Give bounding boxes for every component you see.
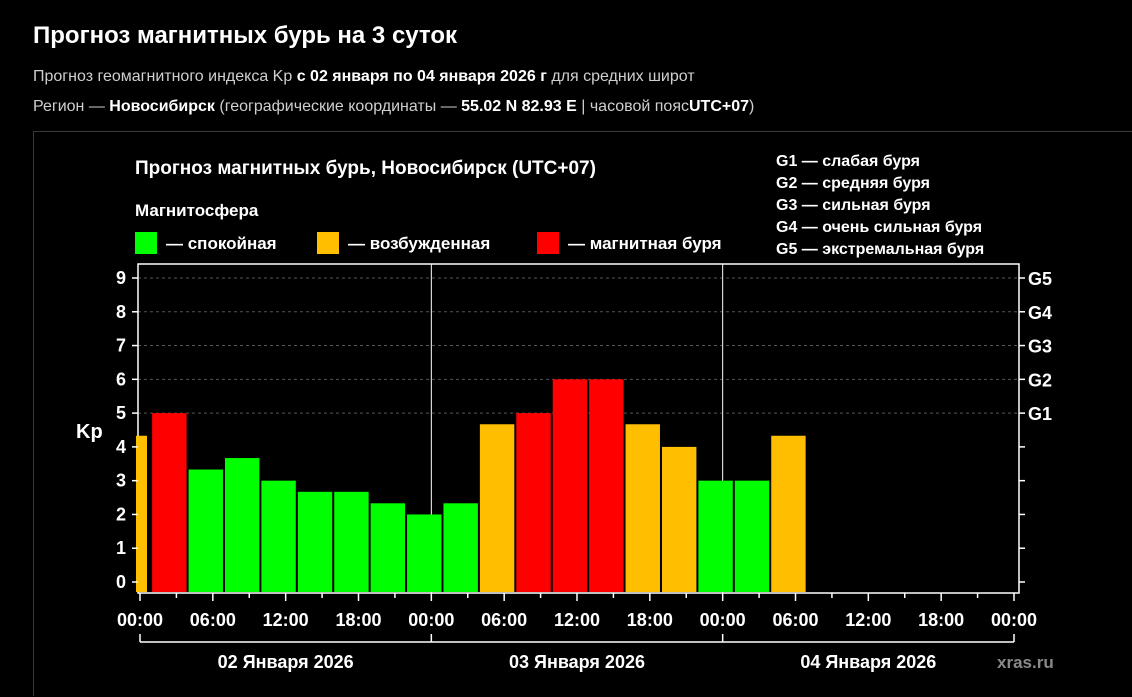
- y-tick-label: 9: [116, 268, 126, 288]
- y-tick-label: 3: [116, 471, 126, 491]
- kp-bar: [661, 446, 697, 592]
- legend-swatch-calm: [135, 232, 157, 254]
- x-tick-label: 18:00: [627, 610, 673, 630]
- chart-panel: Прогноз магнитных бурь, Новосибирск (UTC…: [33, 131, 1132, 696]
- day-label: 02 Января 2026: [218, 652, 354, 672]
- y-tick-label: 5: [116, 403, 126, 423]
- y-tick-label: 2: [116, 504, 126, 524]
- g-scale-legend-item: G1 — слабая буря: [776, 153, 920, 170]
- kp-bar: [188, 469, 223, 592]
- kp-bar: [625, 424, 660, 592]
- y-tick-label: 6: [116, 369, 126, 389]
- kp-bar: [443, 503, 478, 592]
- kp-bar: [552, 379, 588, 592]
- kp-chart: Прогноз магнитных бурь, Новосибирск (UTC…: [76, 153, 1054, 672]
- kp-bar: [589, 379, 624, 592]
- x-tick-label: 06:00: [190, 610, 236, 630]
- kp-bar: [261, 480, 296, 592]
- region-prefix: Регион —: [33, 98, 105, 115]
- coords-prefix: (географические координаты —: [219, 98, 457, 115]
- kp-bar: [698, 480, 733, 592]
- kp-bar: [334, 491, 369, 592]
- region-line: Регион — Новосибирск (географические коо…: [33, 98, 754, 116]
- kp-bar: [516, 413, 551, 592]
- g-tick-label: G1: [1028, 404, 1052, 424]
- period-prefix: Прогноз геомагнитного индекса Kp: [33, 68, 293, 85]
- legend-label-storm: — магнитная буря: [568, 234, 722, 253]
- day-label: 03 Января 2026: [509, 652, 645, 672]
- chart-title: Прогноз магнитных бурь, Новосибирск (UTC…: [135, 158, 596, 179]
- coords-value: 55.02 N 82.93 E: [461, 98, 577, 115]
- kp-bar: [370, 503, 406, 592]
- y-tick-label: 4: [116, 437, 126, 457]
- day-label: 04 Января 2026: [800, 652, 936, 672]
- y-tick-label: 8: [116, 302, 126, 322]
- kp-bar: [152, 413, 187, 592]
- x-tick-label: 00:00: [117, 610, 163, 630]
- x-tick-label: 18:00: [918, 610, 964, 630]
- period-dates: с 02 января по 04 января 2026 г: [296, 68, 547, 85]
- kp-bar: [479, 424, 515, 592]
- plot-frame: [137, 263, 1020, 594]
- legend-title: Магнитосфера: [135, 201, 259, 220]
- kp-bar: [224, 458, 260, 592]
- g-scale-legend-item: G3 — сильная буря: [776, 197, 931, 214]
- region-name: Новосибирск: [109, 98, 215, 115]
- legend-swatch-storm: [537, 232, 559, 254]
- forecast-period-line: Прогноз геомагнитного индекса Kp с 02 ян…: [33, 68, 695, 86]
- watermark: xras.ru: [997, 653, 1054, 672]
- g-scale-legend-item: G4 — очень сильная буря: [776, 219, 982, 236]
- x-tick-label: 00:00: [991, 610, 1037, 630]
- kp-bar: [297, 491, 333, 592]
- g-scale-legend-item: G5 — экстремальная буря: [776, 241, 984, 258]
- g-tick-label: G4: [1028, 303, 1052, 323]
- tz-value: UTC+07: [688, 98, 750, 115]
- g-tick-label: G5: [1028, 269, 1052, 289]
- y-axis-label: Kp: [76, 421, 103, 443]
- y-tick-label: 0: [116, 572, 126, 592]
- legend-label-excited: — возбужденная: [348, 234, 490, 253]
- region-line-end: ): [749, 98, 755, 115]
- x-tick-label: 06:00: [772, 610, 818, 630]
- x-tick-label: 12:00: [263, 610, 309, 630]
- x-tick-label: 12:00: [554, 610, 600, 630]
- legend-label-calm: — спокойная: [166, 234, 277, 253]
- kp-bar: [407, 514, 442, 592]
- x-tick-label: 00:00: [408, 610, 454, 630]
- x-tick-label: 18:00: [335, 610, 381, 630]
- y-tick-label: 1: [116, 538, 126, 558]
- tz-prefix: | часовой пояс: [581, 98, 689, 115]
- kp-bar: [136, 435, 147, 592]
- x-tick-label: 00:00: [700, 610, 746, 630]
- page-title: Прогноз магнитных бурь на 3 суток: [33, 22, 458, 49]
- g-tick-label: G3: [1028, 337, 1052, 357]
- g-scale-legend-item: G2 — средняя буря: [776, 175, 930, 192]
- period-suffix: для средних широт: [551, 68, 695, 85]
- x-tick-label: 12:00: [845, 610, 891, 630]
- kp-bar: [734, 480, 770, 592]
- x-tick-label: 06:00: [481, 610, 527, 630]
- kp-bar: [771, 435, 806, 592]
- g-tick-label: G2: [1028, 370, 1052, 390]
- legend-swatch-excited: [317, 232, 339, 254]
- y-tick-label: 7: [116, 336, 126, 356]
